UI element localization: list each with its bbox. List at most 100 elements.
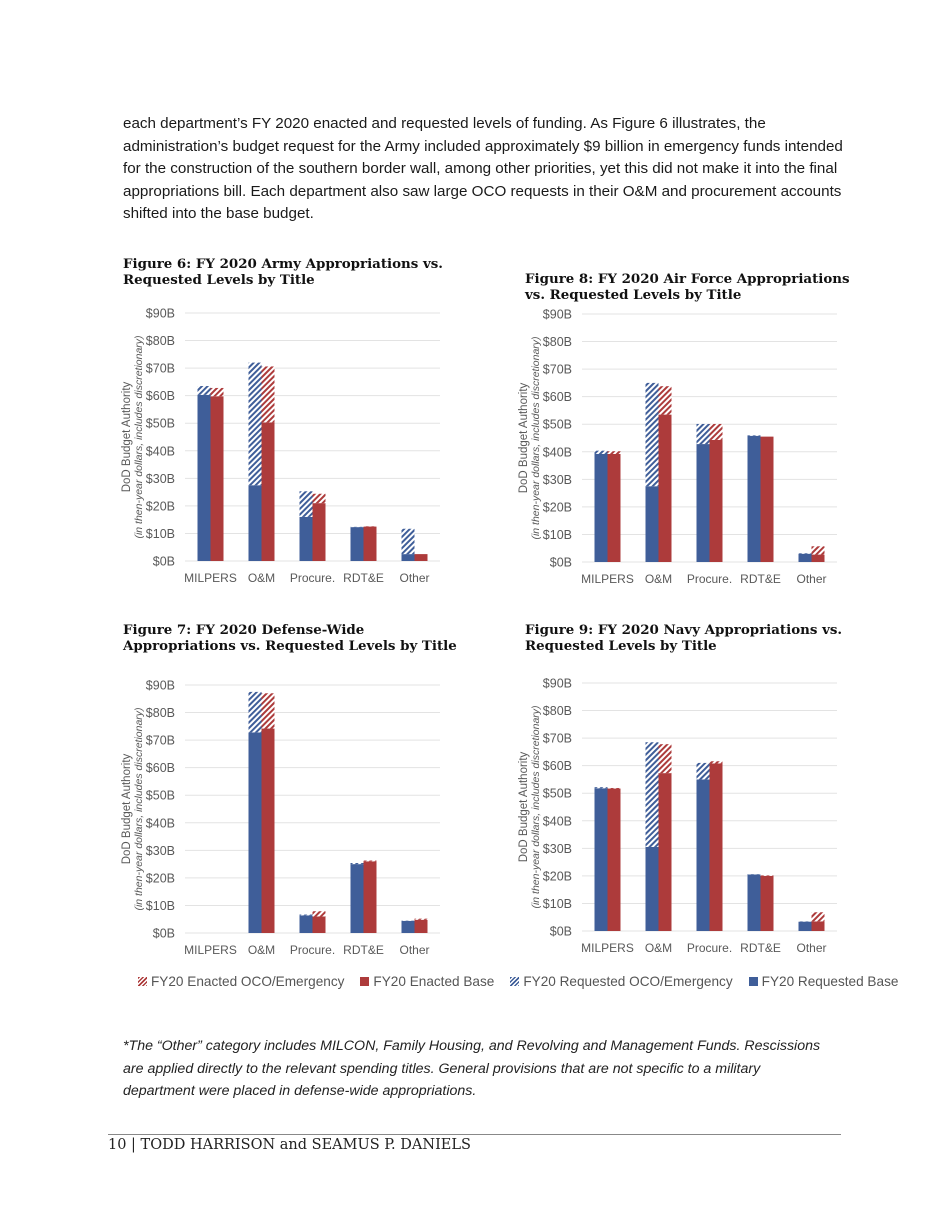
y-tick-label: $40B [146, 816, 175, 830]
x-tick-label: O&M [248, 943, 275, 957]
bar-enacted-oco [709, 423, 723, 440]
bar-enacted-oco [261, 366, 275, 423]
legend-item-requested-oco: FY20 Requested OCO/Emergency [510, 974, 733, 989]
y-tick-label: $10B [146, 899, 175, 913]
bar-requested-oco [696, 423, 710, 445]
bar-enacted-base [607, 788, 621, 931]
x-tick-label: MILPERS [581, 941, 634, 955]
y-tick-label: $30B [146, 472, 175, 486]
bar-requested-base [248, 732, 262, 933]
y-tick-label: $60B [146, 389, 175, 403]
y-tick-label: $10B [543, 897, 572, 911]
y-tick-label: $60B [543, 390, 572, 404]
x-tick-label: MILPERS [184, 943, 237, 957]
bar-enacted-oco [607, 787, 621, 789]
y-tick-label: $50B [543, 787, 572, 801]
y-tick-label: $40B [543, 814, 572, 828]
figure-6-chart: $0B $10B $20B $30B $40B $50B $60B $70B $80B $90B D… [121, 307, 440, 585]
figure-9-title: Figure 9: FY 2020 Navy Appropriations vs… [525, 622, 843, 654]
y-tick-label: $20B [146, 871, 175, 885]
y-tick-label: $0B [153, 555, 175, 569]
y-tick-label: $80B [543, 704, 572, 718]
page-footer: 10 | TODD HARRISON and SEAMUS P. DANIELS [108, 1137, 471, 1153]
y-axis-subtitle: (in then-year dollars, includes discreti… [530, 336, 542, 539]
y-tick-label: $50B [146, 417, 175, 431]
x-tick-label: Other [796, 941, 826, 955]
bar-requested-base [747, 435, 761, 562]
y-axis-subtitle: (in then-year dollars, includes discreti… [530, 705, 542, 908]
x-tick-label: O&M [645, 941, 672, 955]
y-tick-label: $30B [543, 842, 572, 856]
figure-7-chart: $0B $10B $20B $30B $40B $50B $60B $70B $80B $90B D… [121, 679, 440, 957]
y-tick-label: $30B [543, 473, 572, 487]
footnote: *The “Other” category includes MILCON, F… [123, 1038, 821, 1099]
bar-enacted-base [363, 526, 377, 561]
bar-enacted-oco [760, 875, 774, 876]
y-tick-label: $90B [146, 679, 175, 693]
bar-requested-oco [197, 386, 211, 395]
y-axis-subtitle: (in then-year dollars, includes discreti… [133, 707, 145, 910]
y-tick-label: $80B [146, 706, 175, 720]
bar-enacted-oco [210, 387, 224, 397]
x-tick-label: MILPERS [581, 572, 634, 586]
bar-enacted-base [811, 554, 825, 562]
bar-requested-oco [401, 528, 415, 555]
y-tick-label: $80B [543, 335, 572, 349]
bar-requested-base [798, 921, 812, 931]
bar-requested-oco [299, 914, 313, 916]
x-tick-label: O&M [645, 572, 672, 586]
bar-enacted-base [709, 763, 723, 931]
x-tick-label: RDT&E [343, 943, 384, 957]
bar-enacted-oco [261, 693, 275, 729]
y-tick-label: $70B [543, 363, 572, 377]
y-axis-title: DoD Budget Authority [121, 753, 133, 864]
y-tick-label: $70B [543, 732, 572, 746]
legend-item-enacted-oco: FY20 Enacted OCO/Emergency [138, 974, 344, 989]
x-tick-label: Other [796, 572, 826, 586]
bar-enacted-oco [658, 744, 672, 774]
legend-label: FY20 Enacted Base [373, 974, 495, 989]
y-tick-label: $50B [146, 789, 175, 803]
bar-enacted-base [658, 773, 672, 931]
y-tick-label: $20B [543, 869, 572, 883]
bar-enacted-base [811, 921, 825, 931]
figure-7-title: Figure 7: FY 2020 Defense-Wide Appropria… [123, 622, 457, 654]
bar-enacted-base [709, 439, 723, 562]
bar-requested-oco [594, 787, 608, 789]
bar-enacted-base [363, 861, 377, 933]
x-tick-label: O&M [248, 571, 275, 585]
y-tick-label: $40B [146, 444, 175, 458]
bar-requested-oco [248, 362, 262, 486]
y-tick-label: $0B [550, 556, 572, 570]
bar-enacted-base [414, 554, 428, 561]
bar-requested-base [197, 394, 211, 561]
bar-requested-oco [645, 382, 659, 487]
figure-8-title: Figure 8: FY 2020 Air Force Appropriatio… [525, 271, 850, 303]
y-tick-label: $20B [146, 499, 175, 513]
x-tick-label: MILPERS [184, 571, 237, 585]
y-axis-title: DoD Budget Authority [518, 382, 530, 493]
chart-legend: FY20 Enacted OCO/Emergency FY20 Enacted … [138, 974, 898, 989]
bar-enacted-base [658, 414, 672, 562]
bar-enacted-oco [811, 546, 825, 555]
figure-6-title: Figure 6: FY 2020 Army Appropriations vs… [123, 256, 443, 288]
y-tick-label: $0B [550, 925, 572, 939]
bar-requested-base [645, 846, 659, 931]
bar-requested-base [696, 779, 710, 931]
y-tick-label: $10B [543, 528, 572, 542]
bar-enacted-base [414, 919, 428, 933]
y-tick-label: $80B [146, 334, 175, 348]
x-tick-label: Procure. [290, 571, 335, 585]
bar-requested-oco [594, 450, 608, 454]
legend-label: FY20 Enacted OCO/Emergency [151, 974, 345, 989]
bar-enacted-base [312, 916, 326, 933]
y-tick-label: $30B [146, 844, 175, 858]
figure-9-chart: $0B $10B $20B $30B $40B $50B $60B $70B $80B $90B D… [518, 677, 837, 955]
bar-requested-base [299, 915, 313, 933]
legend-item-requested-base: FY20 Requested Base [748, 974, 898, 989]
y-tick-label: $90B [543, 308, 572, 322]
bar-requested-oco [798, 553, 812, 554]
bar-requested-base [798, 553, 812, 562]
x-tick-label: RDT&E [343, 571, 384, 585]
y-axis-title: DoD Budget Authority [121, 381, 133, 492]
